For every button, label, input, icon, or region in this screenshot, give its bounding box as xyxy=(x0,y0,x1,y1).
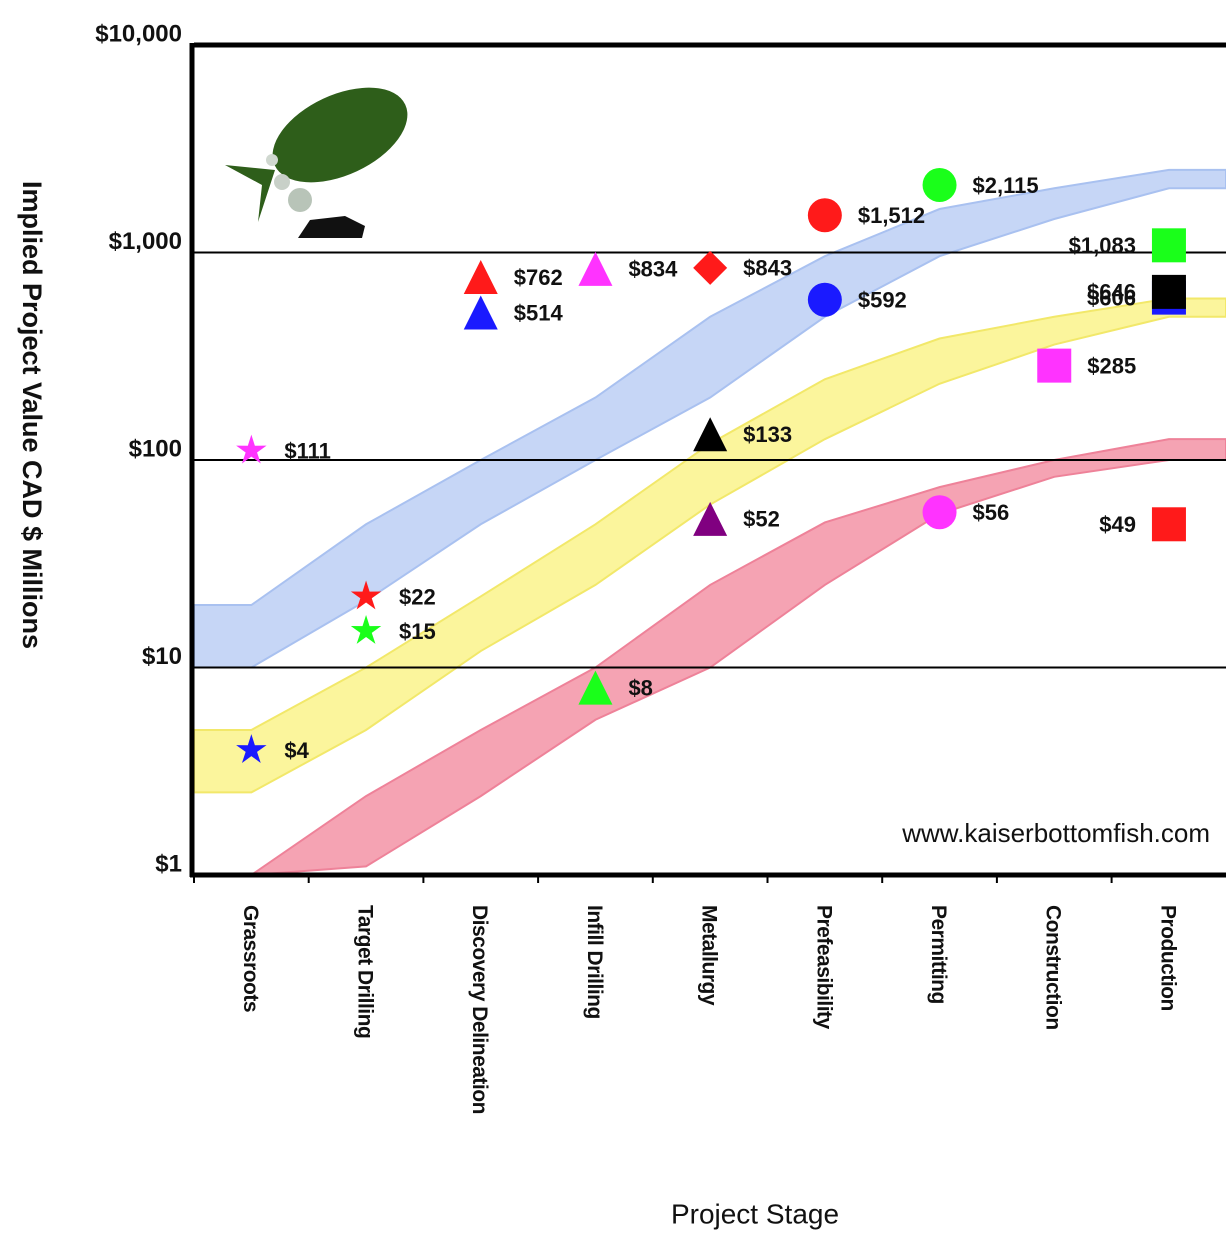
x-tick-label: Production xyxy=(1156,905,1179,1011)
point-label: $49 xyxy=(1099,512,1136,537)
logo-bubble xyxy=(266,154,278,166)
y-tick-label: $1,000 xyxy=(109,228,182,255)
triangle-marker xyxy=(693,417,728,452)
point-label: $15 xyxy=(399,619,436,644)
logo-fish xyxy=(272,87,408,183)
star-marker xyxy=(236,434,267,464)
logo xyxy=(225,87,408,238)
point-label: $1,083 xyxy=(1069,233,1136,258)
logo-bubble xyxy=(288,188,312,212)
point-label: $56 xyxy=(973,500,1010,525)
x-axis-title: Project Stage xyxy=(671,1198,839,1229)
triangle-marker xyxy=(693,501,728,536)
y-tick-label: $10 xyxy=(142,643,182,670)
circle-marker xyxy=(807,198,842,233)
point-label: $2,115 xyxy=(973,173,1039,198)
logo-tail xyxy=(225,165,275,222)
x-tick-label: Grassroots xyxy=(239,905,262,1012)
point-label: $22 xyxy=(399,584,436,609)
point-label: $111 xyxy=(284,438,331,463)
circle-marker xyxy=(922,495,957,530)
point-label: $592 xyxy=(858,288,907,313)
point-label: $762 xyxy=(514,265,563,290)
circle-marker xyxy=(807,282,842,317)
bands xyxy=(193,168,1226,876)
logo-bubble xyxy=(274,174,290,190)
triangle-marker xyxy=(463,259,498,294)
point-label: $834 xyxy=(628,257,678,282)
value-band xyxy=(193,168,1226,669)
star-marker xyxy=(350,614,382,644)
square-marker xyxy=(1151,274,1186,309)
watermark: www.kaiserbottomfish.com xyxy=(901,818,1210,848)
point-label: $4 xyxy=(284,738,309,763)
x-tick-label: Prefeasibility xyxy=(812,905,835,1030)
triangle-marker xyxy=(578,251,613,286)
point-label: $133 xyxy=(743,422,792,447)
y-tick-label: $10,000 xyxy=(95,20,182,47)
triangle-marker xyxy=(578,670,613,705)
y-tick-label: $100 xyxy=(129,435,182,462)
y-axis-title: Implied Project Value CAD $ Millions xyxy=(17,181,47,649)
square-marker xyxy=(1151,228,1186,263)
logo-rock xyxy=(298,216,365,238)
x-tick-label: Permitting xyxy=(927,905,950,1004)
y-tick-label: $1 xyxy=(155,850,182,877)
grid: $1 $10 $100 $1,000 $10,000 Grassroots Target D… xyxy=(95,20,1226,1114)
point-label: $646 xyxy=(1087,280,1136,305)
value-band xyxy=(193,297,1226,794)
square-marker xyxy=(1151,507,1186,542)
x-tick-label: Target Drilling xyxy=(354,905,377,1038)
point-label: $606 xyxy=(1087,285,1136,310)
point-label: $285 xyxy=(1087,353,1136,378)
point-label: $514 xyxy=(514,300,564,325)
triangle-marker xyxy=(463,295,498,330)
star-marker xyxy=(236,734,267,764)
x-tick-label: Infill Drilling xyxy=(583,905,606,1019)
square-marker xyxy=(1037,348,1072,383)
star-marker xyxy=(350,580,382,610)
point-label: $52 xyxy=(743,507,780,532)
x-tick-label: Construction xyxy=(1042,905,1065,1030)
diamond-marker xyxy=(693,250,728,285)
circle-marker xyxy=(922,167,957,202)
value-band xyxy=(194,438,1226,876)
point-label: $8 xyxy=(628,675,652,700)
marks: $111 $4 $22 $15 $762 $514 $834 $8 $843 $133 $52 $1,… xyxy=(236,167,1186,764)
point-label: $1,512 xyxy=(858,203,925,228)
x-tick-label: Discovery Delineation xyxy=(468,905,491,1114)
point-label: $843 xyxy=(743,256,792,281)
x-tick-label: Metallurgy xyxy=(698,905,721,1006)
